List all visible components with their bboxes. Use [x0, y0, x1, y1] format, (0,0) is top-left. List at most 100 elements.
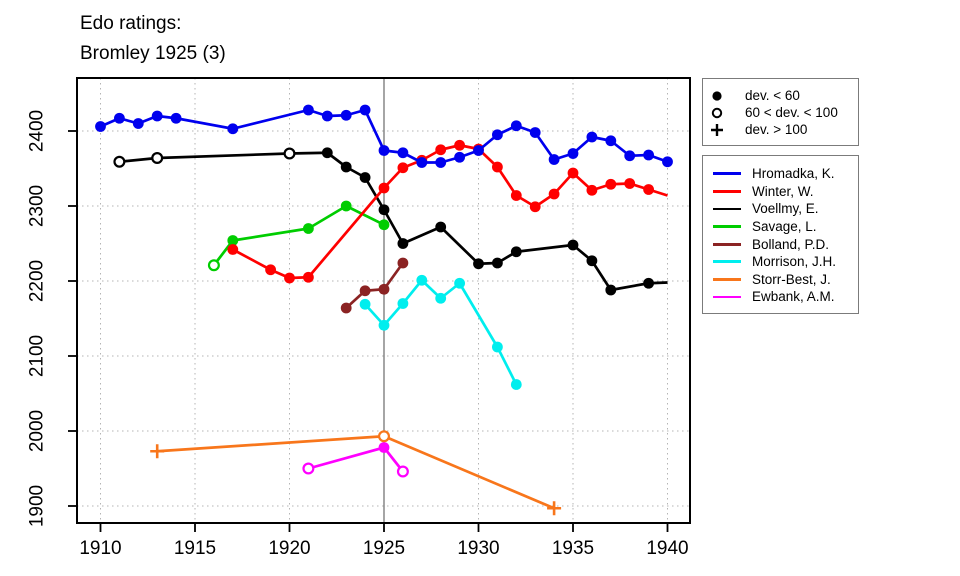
series-legend-label: Voellmy, E.: [752, 201, 819, 217]
series-color-swatch: [713, 277, 741, 281]
marker-filled: [643, 149, 654, 161]
series-voellmy-e: [113, 147, 668, 296]
marker-filled: [378, 283, 390, 295]
series-line: [345, 262, 404, 309]
open-circle-icon: [711, 107, 723, 118]
marker-filled: [435, 144, 447, 156]
marker-open: [378, 430, 391, 443]
marker-open: [302, 462, 315, 475]
marker-filled: [643, 277, 654, 289]
marker-filled: [378, 219, 390, 231]
marker-filled: [397, 298, 409, 309]
series-legend-item-bolland-p-d: Bolland, P.D.: [703, 235, 858, 253]
x-tick-label: 1920: [268, 538, 310, 559]
marker-open: [396, 465, 409, 478]
marker-filled: [378, 442, 390, 453]
marker-filled: [132, 118, 144, 129]
marker-filled: [605, 178, 617, 190]
series-line: [157, 434, 555, 510]
marker-legend-label: 60 < dev. < 100: [745, 105, 838, 120]
marker-filled: [284, 272, 295, 284]
marker-open: [283, 147, 296, 160]
y-tick-label: 2300: [27, 185, 48, 227]
marker-filled: [454, 277, 465, 289]
marker-filled: [510, 190, 522, 201]
marker-filled: [397, 147, 409, 159]
marker-filled: [492, 161, 503, 173]
marker-filled: [378, 319, 390, 331]
x-tick-label: 1925: [363, 538, 405, 559]
y-tick-label: 2100: [27, 335, 48, 377]
series-ewbank-a-m: [302, 442, 409, 478]
marker-filled: [643, 184, 654, 195]
marker-filled: [416, 157, 428, 168]
marker-legend-item: dev. > 100: [703, 121, 858, 138]
series-legend-item-storr-best-j: Storr-Best, J.: [703, 271, 858, 289]
marker-filled: [548, 154, 560, 165]
marker-filled: [416, 274, 428, 286]
marker-filled: [340, 200, 352, 212]
marker-filled: [321, 147, 333, 159]
filled-circle-icon: [712, 90, 722, 101]
marker-filled: [454, 151, 465, 163]
marker-filled: [454, 139, 465, 151]
x-axis: 1910 1915 1920 1925 1930 1935 1940: [79, 524, 689, 559]
series-line: [119, 151, 668, 292]
series-hromadka-k: [95, 104, 673, 168]
series-morrison-j-h: [359, 274, 522, 390]
marker-legend-label: dev. > 100: [745, 122, 808, 137]
marker-filled: [548, 188, 560, 200]
marker-filled: [567, 239, 579, 251]
marker-filled: [586, 184, 598, 196]
marker-open: [151, 152, 164, 165]
marker-filled: [397, 162, 409, 174]
marker-filled: [567, 167, 579, 179]
marker-filled: [303, 223, 314, 234]
series-color-swatch: [713, 260, 741, 264]
y-tick-label: 1900: [27, 485, 48, 527]
series-legend-item-ewbank-a-m: Ewbank, A.M.: [703, 288, 858, 306]
marker-filled: [378, 182, 390, 194]
marker-filled: [378, 145, 390, 156]
series-storr-best-j: [150, 430, 562, 516]
series-color-swatch: [713, 225, 741, 228]
marker-filled: [624, 150, 636, 162]
series-legend-item-voellmy-e: Voellmy, E.: [703, 200, 858, 218]
marker-legend-item: 60 < dev. < 100: [703, 104, 858, 121]
marker-filled: [359, 172, 371, 183]
x-tick-label: 1935: [552, 538, 594, 559]
series-legend-item-morrison-j-h: Morrison, J.H.: [703, 253, 858, 271]
marker-filled: [435, 157, 447, 168]
y-axis: 1900 2000 2100 2200 2300 2400: [27, 110, 76, 527]
marker-filled: [605, 284, 617, 296]
marker-filled: [397, 238, 409, 249]
series-legend-label: Hromadka, K.: [752, 166, 835, 182]
series-line: [212, 204, 385, 267]
x-tick-label: 1910: [79, 538, 121, 559]
marker-filled: [492, 129, 503, 141]
marker-filled: [624, 178, 636, 189]
marker-filled: [510, 379, 522, 390]
marker-filled: [510, 120, 522, 132]
marker-filled: [473, 258, 484, 270]
marker-filled: [170, 112, 182, 124]
marker-filled: [492, 341, 503, 353]
series-savage-l: [207, 200, 390, 272]
marker-filled: [359, 285, 371, 297]
series-legend: Hromadka, K. Winter, W. Voellmy, E. Savage,…: [702, 155, 859, 314]
marker-filled: [151, 110, 163, 122]
marker-filled: [340, 161, 352, 173]
x-tick-label: 1915: [174, 538, 216, 559]
y-tick-label: 2400: [27, 110, 48, 152]
y-tick-label: 2200: [27, 260, 48, 302]
series-line: [232, 143, 668, 280]
series-legend-item-winter-w: Winter, W.: [703, 183, 858, 201]
series-legend-label: Storr-Best, J.: [752, 271, 831, 287]
marker-plus: [547, 501, 562, 516]
marker-filled: [586, 131, 598, 143]
series-color-swatch: [713, 242, 741, 246]
series-bolland-p-d: [340, 257, 409, 314]
y-tick-label: 2000: [27, 410, 48, 452]
series-legend-item-hromadka-k: Hromadka, K.: [703, 165, 858, 183]
